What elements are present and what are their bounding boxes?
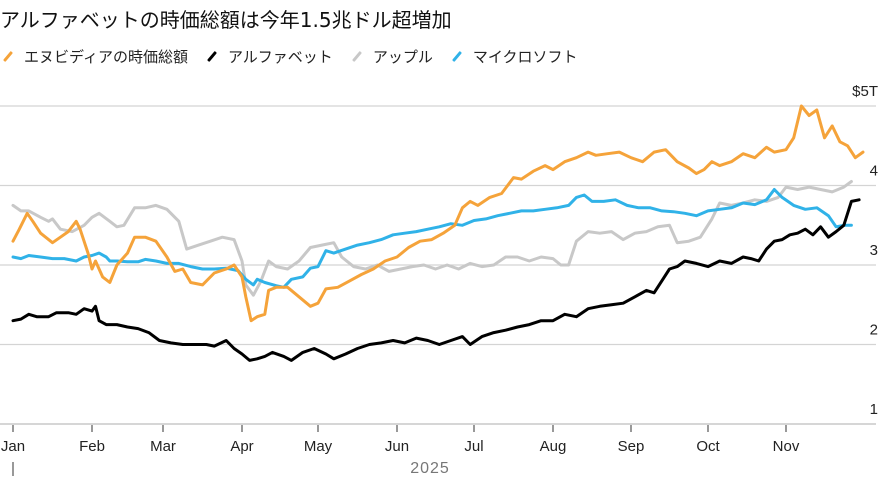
y-tick-label: 3 [870, 242, 878, 259]
y-tick-label: 4 [870, 163, 878, 180]
y-tick-label: 2 [870, 322, 878, 339]
x-tick-label: Apr [230, 438, 253, 455]
chart-legend: エヌビディアの時価総額 アルファベット アップル マイクロソフト [0, 46, 594, 67]
series-line [11, 198, 861, 362]
x-tick-label: Aug [540, 438, 567, 455]
legend-item-nvidia: エヌビディアの時価総額 [0, 46, 188, 67]
legend-label-apple: アップル [372, 48, 433, 66]
x-tick-label: Sep [618, 438, 645, 455]
y-tick-label: $5T [852, 83, 878, 100]
series-line [11, 104, 865, 323]
x-tick-label: Oct [696, 438, 720, 455]
x-tick-label: May [304, 438, 333, 455]
y-tick-label: 1 [870, 401, 878, 418]
series-line [11, 188, 853, 289]
x-tick-label: Nov [773, 438, 800, 455]
legend-item-apple: アップル [349, 46, 433, 67]
x-tick-label: Feb [79, 438, 105, 455]
x-axis: Jan Feb Mar Apr May Jun Jul Aug Sep Oct Nov 2025 [1, 425, 800, 477]
series-line [11, 180, 853, 297]
y-axis-labels: $5T 4 3 2 1 [852, 83, 878, 418]
series-lines [11, 104, 865, 362]
x-tick-label: Jun [385, 438, 409, 455]
legend-item-alphabet: アルファベット [204, 46, 333, 67]
chart-subtitle: アルファベットの時価総額は今年1.5兆ドル超増加 [0, 8, 452, 32]
x-tick-label: Jul [464, 438, 483, 455]
legend-label-nvidia: エヌビディアの時価総額 [24, 48, 188, 66]
x-tick-label: Jan [1, 438, 25, 455]
legend-item-microsoft: マイクロソフト [449, 46, 578, 67]
legend-label-microsoft: マイクロソフト [472, 48, 578, 66]
x-year-label: 2025 [410, 460, 450, 477]
legend-label-alphabet: アルファベット [227, 48, 333, 66]
x-tick-label: Mar [150, 438, 176, 455]
